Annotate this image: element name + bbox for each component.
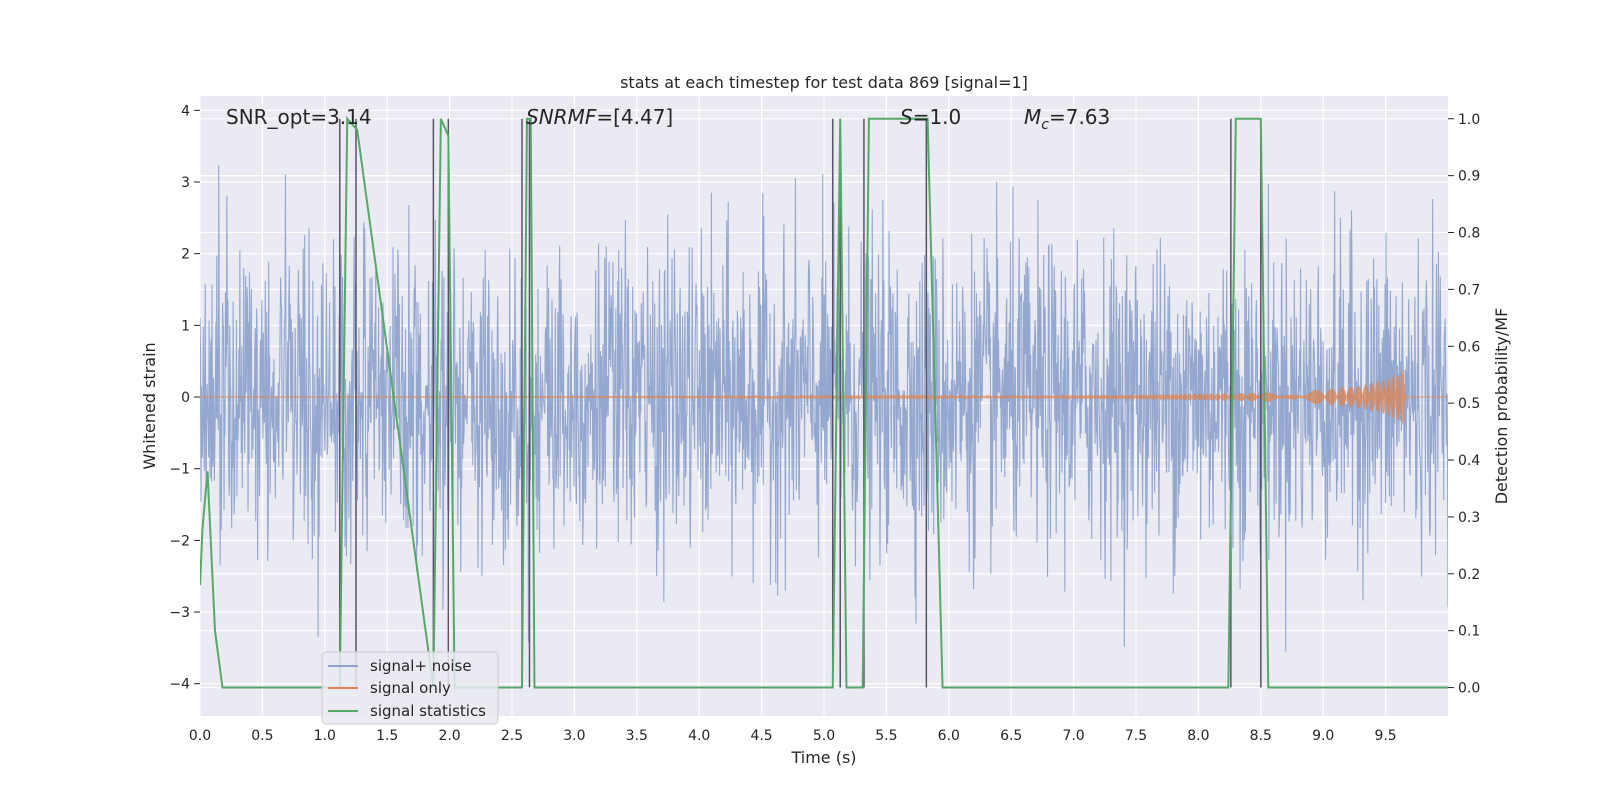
snr-mf-base: SNR [526,105,568,129]
y-right-tick-label: 0.0 [1458,681,1480,697]
legend-box [321,651,499,725]
y-tick-label: −4 [169,677,190,693]
s-value: =1.0 [913,105,962,129]
x-tick-label: 6.5 [1000,728,1022,744]
snr-mf-value: =[4.47] [596,105,673,129]
x-tick-label: 7.5 [1125,728,1147,744]
y-tick-label: −2 [169,533,190,549]
signal-only-series [200,370,1448,425]
x-tick-label: 5.5 [875,728,897,744]
y-right-tick-label: 0.2 [1458,567,1480,583]
x-tick-label: 0.5 [251,728,273,744]
y-right-tick-label: 0.6 [1458,339,1480,355]
y-right-axis-ticks: 1.0 0.9 0.8 0.7 0.6 0.5 0.4 0.3 0.2 0.1 0.0 [1448,112,1480,697]
y-right-tick-label: 0.8 [1458,226,1480,242]
y-tick-label: 4 [181,103,190,119]
x-tick-label: 1.0 [314,728,336,744]
legend-label-signal-statistics: signal statistics [370,702,486,720]
x-tick-label: 7.0 [1062,728,1084,744]
mc-subscript: c [1041,117,1049,133]
y-right-tick-label: 0.1 [1458,624,1480,640]
mc-value: =7.63 [1049,105,1110,129]
x-tick-label: 3.5 [626,728,648,744]
legend-label-signal-only: signal only [370,679,451,697]
signal-statistics-series [200,116,1448,689]
x-tick-label: 9.0 [1312,728,1334,744]
chart-title: stats at each timestep for test data 869… [620,73,1028,92]
s-symbol: S [900,105,913,129]
annotation-chirp-mass: Mc=7.63 [1024,105,1110,133]
y-right-tick-label: 1.0 [1458,112,1480,128]
y-right-tick-label: 0.4 [1458,453,1480,469]
y-tick-label: −3 [169,605,190,621]
signal-statistics-line [200,116,1448,689]
x-tick-label: 4.5 [750,728,772,744]
vertical-markers [339,118,1262,688]
x-tick-label: 2.0 [438,728,460,744]
snr-mf-subscript: MF [568,105,597,129]
y-tick-label: 0 [181,390,190,406]
annotation-snr-mf: SNRMF=[4.47] [526,105,673,129]
x-tick-label: 8.5 [1250,728,1272,744]
mc-base: M [1024,105,1041,129]
x-tick-label: 9.5 [1374,728,1396,744]
y-tick-label: 1 [181,318,190,334]
x-tick-label: 4.0 [688,728,710,744]
x-tick-label: 5.0 [813,728,835,744]
signal-only-line [200,370,1448,425]
y-tick-label: 3 [181,175,190,191]
y-right-tick-label: 0.3 [1458,510,1480,526]
y-axis-label: Whitened strain [140,342,159,469]
y-right-axis-label: Detection probability/MF [1492,308,1511,505]
x-tick-label: 0.0 [189,728,211,744]
y-right-tick-label: 0.7 [1458,282,1480,298]
plot-area [199,96,1448,716]
x-tick-label: 6.0 [938,728,960,744]
x-tick-label: 3.0 [563,728,585,744]
annotation-snr-opt: SNR_opt=3.14 [226,105,372,129]
y-axis-ticks: 4 3 2 1 0 −1 −2 −3 −4 [169,103,200,693]
x-axis-ticks: 0.0 0.5 1.0 1.5 2.0 2.5 3.0 3.5 4.0 4.5 5.0 5.5 6.0 6… [189,728,1397,744]
y-right-tick-label: 0.5 [1458,396,1480,412]
x-tick-label: 1.5 [376,728,398,744]
x-axis-label: Time (s) [790,748,856,767]
annotation-s: S=1.0 [900,105,961,129]
x-tick-label: 8.0 [1187,728,1209,744]
y-tick-label: 2 [181,247,190,263]
legend: signal+ noise signal only signal statist… [321,651,499,725]
x-tick-label: 2.5 [501,728,523,744]
y-right-tick-label: 0.9 [1458,169,1480,185]
legend-label-signal-noise: signal+ noise [370,657,472,675]
y-tick-label: −1 [169,462,190,478]
